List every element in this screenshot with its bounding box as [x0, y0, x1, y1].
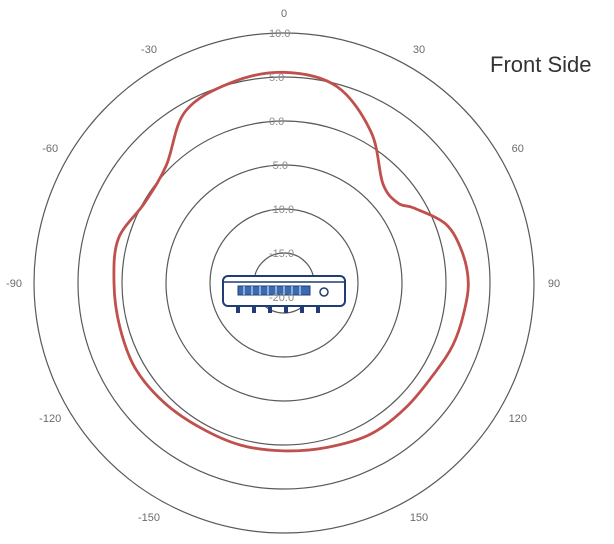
ring-2 — [121, 120, 447, 446]
radial-tick-label: -20.0 — [269, 292, 294, 304]
angle-tick-label: 0 — [281, 8, 287, 20]
chart-title: Front Side — [490, 52, 592, 77]
ring-1 — [77, 76, 491, 490]
angle-tick-label: 30 — [413, 44, 425, 56]
angle-tick-labels: 0306090120150180-150-120-90-60-30 — [6, 8, 560, 524]
radial-tick-label: 10.0 — [269, 28, 290, 40]
angle-tick-label: -90 — [6, 278, 22, 290]
data-series — [112, 70, 470, 453]
radial-tick-label: -15.0 — [269, 248, 294, 260]
angle-tick-label: -30 — [141, 44, 157, 56]
radial-rings — [33, 32, 535, 534]
router-device-icon — [222, 275, 346, 313]
angle-tick-label: -60 — [42, 143, 58, 155]
angle-tick-label: -150 — [138, 512, 160, 524]
series-line-0 — [112, 70, 470, 453]
ring-4 — [209, 208, 359, 358]
ring-0 — [33, 32, 535, 534]
angle-tick-label: 90 — [548, 278, 560, 290]
radial-tick-label: -10.0 — [269, 204, 294, 216]
ring-3 — [165, 164, 403, 402]
angle-tick-label: 150 — [410, 512, 428, 524]
radial-tick-labels: 10.0 5.0 0.0 -5.0 -10.0 -15.0 -20.0 — [269, 28, 294, 304]
angle-tick-label: 120 — [509, 413, 527, 425]
radial-tick-label: 0.0 — [269, 116, 284, 128]
angle-tick-label: 60 — [512, 143, 524, 155]
radial-tick-label: 5.0 — [269, 72, 284, 84]
angle-tick-label: -120 — [39, 413, 61, 425]
radial-tick-label: -5.0 — [269, 160, 288, 172]
